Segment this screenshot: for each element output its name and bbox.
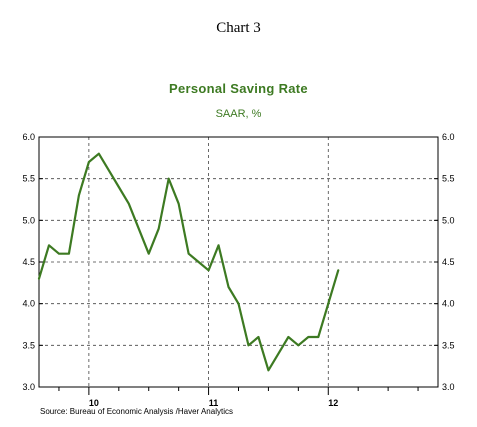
x-tick-label: 12	[328, 398, 338, 408]
x-tick-label: 10	[89, 398, 99, 408]
y-tick-label-left: 4.0	[22, 299, 35, 309]
series	[37, 152, 340, 372]
y-tick-label-right: 5.0	[442, 215, 455, 225]
y-tick-label-left: 6.0	[22, 132, 35, 142]
y-tick-label-left: 3.0	[22, 382, 35, 392]
source-note: Source: Bureau of Economic Analysis /Hav…	[40, 407, 233, 416]
y-tick-label-right: 6.0	[442, 132, 455, 142]
chart-subtitle: SAAR, %	[216, 108, 262, 120]
y-tick-label-right: 5.5	[442, 174, 455, 184]
y-tick-label-left: 5.5	[22, 174, 35, 184]
y-tick-label-left: 4.5	[22, 257, 35, 267]
y-tick-label-right: 4.5	[442, 257, 455, 267]
axis-labels: 3.0 3.0 3.5 3.5 4.0 4.0 4.5 4.5 5.0 5.0 5.5 5.5 6.0 6…	[22, 132, 454, 408]
y-tick-label-left: 3.5	[22, 340, 35, 350]
axis-ticks	[39, 136, 438, 395]
y-tick-label-right: 3.5	[442, 340, 455, 350]
series-line	[37, 152, 340, 372]
chart-title: Personal Saving Rate	[169, 81, 308, 96]
x-tick-label: 11	[209, 398, 219, 408]
grid	[39, 137, 438, 387]
y-tick-label-right: 3.0	[442, 382, 455, 392]
page-title: Chart 3	[216, 20, 261, 36]
y-tick-label-left: 5.0	[22, 215, 35, 225]
y-tick-label-right: 4.0	[442, 299, 455, 309]
